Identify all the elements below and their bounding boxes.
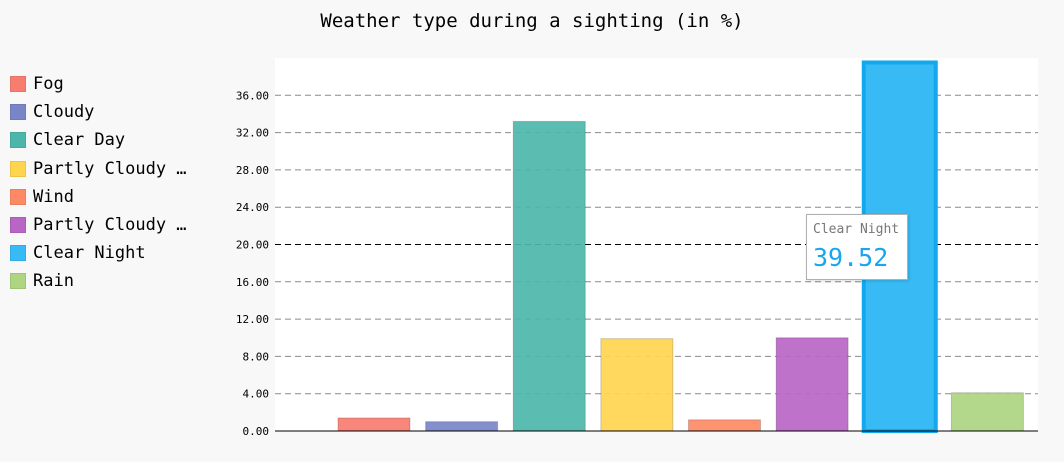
- legend-swatch: [10, 273, 26, 290]
- legend-item[interactable]: Clear Night: [10, 239, 187, 267]
- legend-swatch: [10, 217, 26, 234]
- tooltip-value: 39.52: [813, 243, 889, 272]
- legend-item[interactable]: Clear Day: [10, 126, 187, 154]
- legend-swatch: [10, 76, 26, 93]
- tooltip: Clear Night 39.52: [806, 214, 908, 280]
- legend-swatch: [10, 132, 26, 149]
- y-tick-label: 20.00: [236, 239, 269, 252]
- bar-cloudy: [425, 421, 499, 432]
- legend-item[interactable]: Fog: [10, 70, 187, 98]
- y-tick-label: 4.00: [243, 388, 270, 401]
- legend-label: Rain: [33, 271, 74, 292]
- legend-swatch: [10, 188, 26, 205]
- chart-title: Weather type during a sighting (in %): [320, 10, 744, 32]
- legend-item[interactable]: Cloudy: [10, 98, 187, 126]
- y-tick-label: 16.00: [236, 276, 269, 289]
- legend-label: Partly Cloudy …: [33, 215, 187, 236]
- legend-label: Clear Night: [33, 243, 146, 264]
- y-tick-label: 0.00: [243, 425, 270, 438]
- y-tick-label: 24.00: [236, 201, 269, 214]
- bar-clear-day: [512, 120, 586, 432]
- legend-item[interactable]: Partly Cloudy …: [10, 155, 187, 183]
- legend-item[interactable]: Rain: [10, 267, 187, 295]
- bar-partly-cloudy-day: [600, 338, 674, 432]
- legend-label: Wind: [33, 186, 74, 207]
- legend-label: Fog: [33, 74, 64, 95]
- legend-swatch: [10, 245, 26, 262]
- bar-fog: [337, 417, 411, 432]
- bar-rain: [950, 392, 1024, 432]
- tooltip-label: Clear Night: [813, 222, 900, 237]
- legend-label: Partly Cloudy …: [33, 158, 187, 179]
- bar-wind: [688, 419, 761, 432]
- legend-swatch: [10, 104, 26, 121]
- y-tick-label: 28.00: [236, 164, 269, 177]
- legend-label: Cloudy: [33, 102, 95, 123]
- legend-swatch: [10, 160, 26, 177]
- legend-label: Clear Day: [33, 130, 126, 151]
- bar-partly-cloudy-night: [775, 337, 849, 432]
- y-tick-label: 8.00: [243, 350, 270, 363]
- legend: Fog Cloudy Clear Day Partly Cloudy … Wind Par…: [10, 70, 187, 296]
- y-tick-label: 32.00: [236, 127, 269, 140]
- legend-item[interactable]: Partly Cloudy …: [10, 211, 187, 239]
- y-tick-label: 36.00: [236, 89, 269, 102]
- legend-item[interactable]: Wind: [10, 183, 187, 211]
- y-tick-label: 12.00: [236, 313, 269, 326]
